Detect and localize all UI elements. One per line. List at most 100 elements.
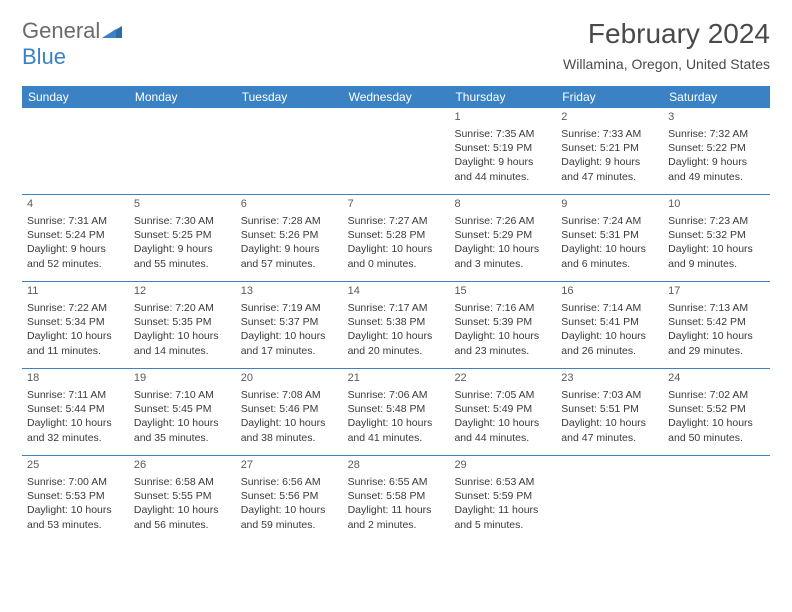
cell-body: Sunrise: 7:06 AMSunset: 5:48 PMDaylight:…: [343, 386, 450, 449]
cell-body: Sunrise: 6:55 AMSunset: 5:58 PMDaylight:…: [343, 473, 450, 536]
day-number: 15: [454, 282, 551, 299]
sunrise-line: Sunrise: 7:02 AM: [668, 388, 765, 402]
day-number: 29: [454, 456, 551, 473]
day-number-bar: 20: [236, 369, 343, 385]
calendar: SundayMondayTuesdayWednesdayThursdayFrid…: [22, 86, 770, 542]
day-header-cell: Tuesday: [236, 86, 343, 108]
day-header-cell: Wednesday: [343, 86, 450, 108]
sunrise-line: Sunrise: 7:19 AM: [241, 301, 338, 315]
calendar-cell: 7Sunrise: 7:27 AMSunset: 5:28 PMDaylight…: [343, 195, 450, 281]
day-number-bar: 13: [236, 282, 343, 298]
day-number: 28: [348, 456, 445, 473]
sunset-line: Sunset: 5:55 PM: [134, 489, 231, 503]
cell-body: Sunrise: 7:31 AMSunset: 5:24 PMDaylight:…: [22, 212, 129, 275]
calendar-cell: 18Sunrise: 7:11 AMSunset: 5:44 PMDayligh…: [22, 369, 129, 455]
sunset-line: Sunset: 5:22 PM: [668, 141, 765, 155]
cell-body: Sunrise: 7:14 AMSunset: 5:41 PMDaylight:…: [556, 299, 663, 362]
day-header-cell: Sunday: [22, 86, 129, 108]
sunrise-line: Sunrise: 7:20 AM: [134, 301, 231, 315]
sunset-line: Sunset: 5:31 PM: [561, 228, 658, 242]
day-number-bar: 17: [663, 282, 770, 298]
daylight-line: Daylight: 11 hours and 2 minutes.: [348, 503, 445, 531]
calendar-cell: 26Sunrise: 6:58 AMSunset: 5:55 PMDayligh…: [129, 456, 236, 542]
daylight-line: Daylight: 10 hours and 38 minutes.: [241, 416, 338, 444]
daylight-line: Daylight: 10 hours and 59 minutes.: [241, 503, 338, 531]
sunset-line: Sunset: 5:59 PM: [454, 489, 551, 503]
calendar-cell: 25Sunrise: 7:00 AMSunset: 5:53 PMDayligh…: [22, 456, 129, 542]
cell-body: [343, 125, 450, 131]
cell-body: Sunrise: 7:30 AMSunset: 5:25 PMDaylight:…: [129, 212, 236, 275]
day-number-bar: 26: [129, 456, 236, 472]
day-number: 22: [454, 369, 551, 386]
calendar-cell: 10Sunrise: 7:23 AMSunset: 5:32 PMDayligh…: [663, 195, 770, 281]
sunrise-line: Sunrise: 6:53 AM: [454, 475, 551, 489]
calendar-cell: 28Sunrise: 6:55 AMSunset: 5:58 PMDayligh…: [343, 456, 450, 542]
daylight-line: Daylight: 9 hours and 52 minutes.: [27, 242, 124, 270]
week-row: 4Sunrise: 7:31 AMSunset: 5:24 PMDaylight…: [22, 194, 770, 281]
daylight-line: Daylight: 10 hours and 29 minutes.: [668, 329, 765, 357]
daylight-line: Daylight: 9 hours and 44 minutes.: [454, 155, 551, 183]
cell-body: Sunrise: 7:13 AMSunset: 5:42 PMDaylight:…: [663, 299, 770, 362]
day-number-bar: 9: [556, 195, 663, 211]
daylight-line: Daylight: 10 hours and 26 minutes.: [561, 329, 658, 357]
sunset-line: Sunset: 5:56 PM: [241, 489, 338, 503]
sunrise-line: Sunrise: 7:27 AM: [348, 214, 445, 228]
day-number: 12: [134, 282, 231, 299]
brand-part2: Blue: [22, 44, 66, 69]
cell-body: Sunrise: 7:05 AMSunset: 5:49 PMDaylight:…: [449, 386, 556, 449]
sunset-line: Sunset: 5:48 PM: [348, 402, 445, 416]
day-number-bar: 6: [236, 195, 343, 211]
sunrise-line: Sunrise: 7:10 AM: [134, 388, 231, 402]
day-number-bar: 27: [236, 456, 343, 472]
cell-body: Sunrise: 6:53 AMSunset: 5:59 PMDaylight:…: [449, 473, 556, 536]
day-number-bar: 24: [663, 369, 770, 385]
day-number: 17: [668, 282, 765, 299]
header: GeneralBlue February 2024 Willamina, Ore…: [22, 18, 770, 82]
calendar-cell: 12Sunrise: 7:20 AMSunset: 5:35 PMDayligh…: [129, 282, 236, 368]
day-number: 26: [134, 456, 231, 473]
sunrise-line: Sunrise: 7:06 AM: [348, 388, 445, 402]
sunset-line: Sunset: 5:49 PM: [454, 402, 551, 416]
sunrise-line: Sunrise: 7:26 AM: [454, 214, 551, 228]
calendar-cell: 1Sunrise: 7:35 AMSunset: 5:19 PMDaylight…: [449, 108, 556, 194]
daylight-line: Daylight: 10 hours and 3 minutes.: [454, 242, 551, 270]
sunrise-line: Sunrise: 6:55 AM: [348, 475, 445, 489]
sunrise-line: Sunrise: 6:58 AM: [134, 475, 231, 489]
calendar-cell: 13Sunrise: 7:19 AMSunset: 5:37 PMDayligh…: [236, 282, 343, 368]
day-number-bar: 19: [129, 369, 236, 385]
brand-mark-icon: [102, 18, 122, 44]
week-row: 25Sunrise: 7:00 AMSunset: 5:53 PMDayligh…: [22, 455, 770, 542]
day-header-cell: Friday: [556, 86, 663, 108]
sunset-line: Sunset: 5:51 PM: [561, 402, 658, 416]
sunset-line: Sunset: 5:28 PM: [348, 228, 445, 242]
day-number: 10: [668, 195, 765, 212]
cell-body: Sunrise: 6:58 AMSunset: 5:55 PMDaylight:…: [129, 473, 236, 536]
day-number: 19: [134, 369, 231, 386]
week-row: 18Sunrise: 7:11 AMSunset: 5:44 PMDayligh…: [22, 368, 770, 455]
day-number-bar: 4: [22, 195, 129, 211]
sunset-line: Sunset: 5:29 PM: [454, 228, 551, 242]
sunset-line: Sunset: 5:46 PM: [241, 402, 338, 416]
calendar-cell: [663, 456, 770, 542]
sunrise-line: Sunrise: 7:30 AM: [134, 214, 231, 228]
calendar-cell: 15Sunrise: 7:16 AMSunset: 5:39 PMDayligh…: [449, 282, 556, 368]
day-number: 27: [241, 456, 338, 473]
day-number-bar: 7: [343, 195, 450, 211]
sunrise-line: Sunrise: 7:23 AM: [668, 214, 765, 228]
day-number: 1: [454, 108, 551, 125]
day-number-bar: [556, 456, 663, 472]
sunrise-line: Sunrise: 7:03 AM: [561, 388, 658, 402]
sunrise-line: Sunrise: 7:00 AM: [27, 475, 124, 489]
day-number-bar: 1: [449, 108, 556, 124]
calendar-cell: 27Sunrise: 6:56 AMSunset: 5:56 PMDayligh…: [236, 456, 343, 542]
daylight-line: Daylight: 10 hours and 20 minutes.: [348, 329, 445, 357]
day-number-bar: 18: [22, 369, 129, 385]
daylight-line: Daylight: 10 hours and 41 minutes.: [348, 416, 445, 444]
sunrise-line: Sunrise: 7:11 AM: [27, 388, 124, 402]
day-number: 18: [27, 369, 124, 386]
cell-body: Sunrise: 7:22 AMSunset: 5:34 PMDaylight:…: [22, 299, 129, 362]
cell-body: Sunrise: 6:56 AMSunset: 5:56 PMDaylight:…: [236, 473, 343, 536]
day-number: 8: [454, 195, 551, 212]
cell-body: [556, 473, 663, 479]
day-number-bar: [22, 108, 129, 124]
